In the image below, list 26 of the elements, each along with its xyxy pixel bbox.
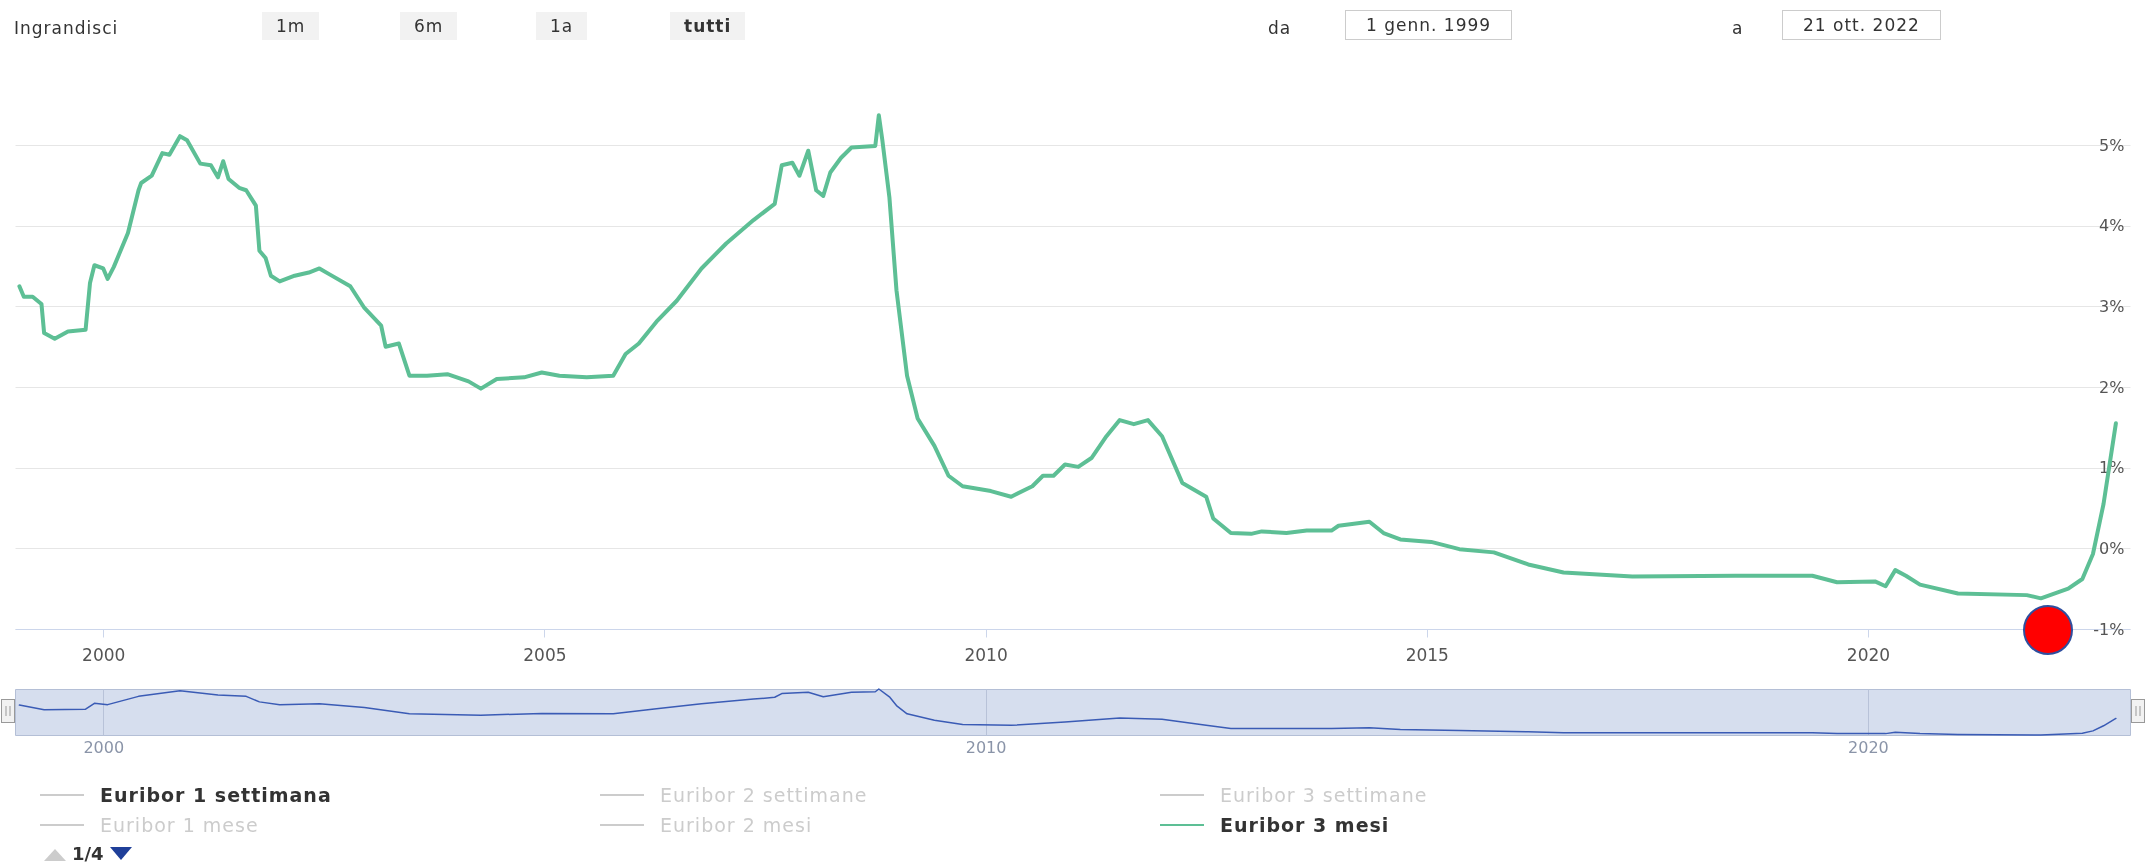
y-tick-label: 5% [2099,135,2125,155]
text: 1/4 [72,843,104,864]
text: da [1268,18,1292,38]
y-tick-label: 2% [2099,377,2125,397]
x-tick-label: 2005 [523,644,567,665]
x-tick-label: 2010 [965,737,1007,757]
text: tutti [670,12,746,40]
text: 1 genn. 1999 [1345,10,1513,40]
legend-label: Euribor 3 mesi [1220,814,1390,836]
x-tick-label: 2000 [83,737,125,757]
y-tick-label: -1% [2093,619,2125,639]
text: a [1732,18,1744,38]
text: 21 ott. 2022 [1782,10,1941,40]
text: Euribor 1 settimana [100,784,332,806]
y-tick-label: 3% [2099,296,2125,316]
text: 1a [536,12,588,40]
y-tick-label: 4% [2099,216,2125,236]
x-tick-label: 2000 [82,644,126,665]
x-tick-label: 2015 [1405,644,1449,665]
x-tick-label: 2020 [1846,644,1891,665]
y-tick-label: 0% [2099,538,2125,558]
x-tick-label: 2010 [964,644,1008,665]
x-tick-label: 2020 [1848,737,1889,757]
text: 1m [262,12,320,40]
text: Ingrandisci [14,18,119,38]
text: 6m [400,12,458,40]
